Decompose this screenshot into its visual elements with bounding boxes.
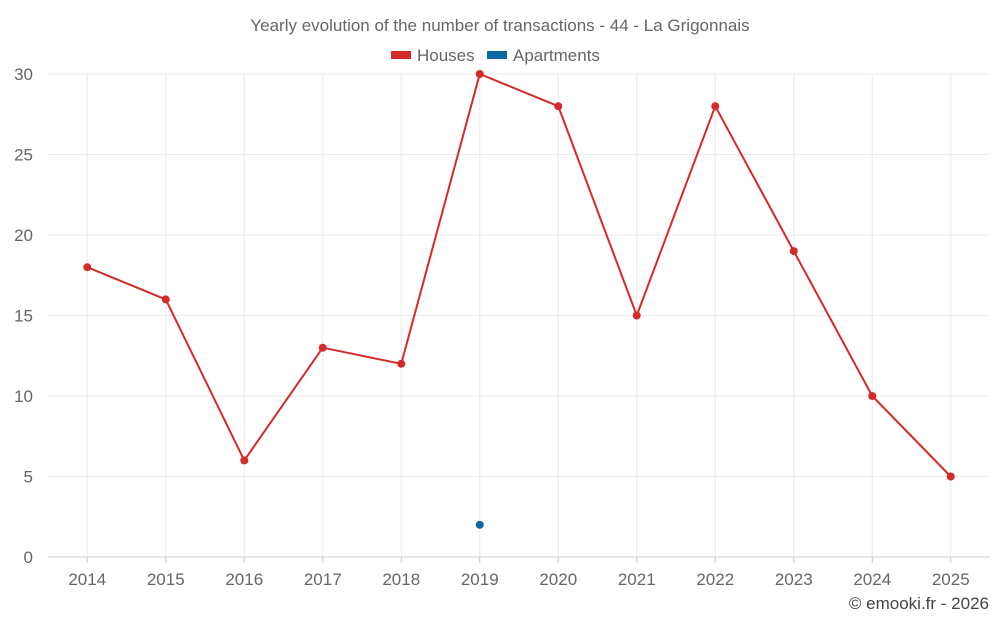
x-tick-label: 2018 (382, 570, 420, 589)
data-point-houses-2014[interactable]: Houses 2014: 18 (83, 263, 92, 272)
data-point-houses-2016[interactable]: Houses 2016: 6 (240, 456, 249, 465)
x-tick-label: 2017 (304, 570, 342, 589)
series-houses: Houses 2014: 18 Houses 2015: 16 Houses 201… (83, 70, 955, 481)
data-point-houses-2020[interactable]: Houses 2020: 28 (554, 102, 563, 111)
x-tick-label: 2024 (853, 570, 891, 589)
data-point-houses-2022[interactable]: Houses 2022: 28 (711, 102, 720, 111)
x-tick-label: 2015 (147, 570, 185, 589)
data-point-apartments-2019[interactable]: Apartments 2019: 2 (475, 520, 484, 529)
legend-label-houses: Houses (417, 46, 475, 65)
y-tick-label: 30 (14, 65, 33, 84)
x-tick-label: 2023 (775, 570, 813, 589)
data-point-houses-2024[interactable]: Houses 2024: 10 (868, 392, 877, 400)
x-tick-label: 2022 (696, 570, 734, 589)
y-tick-label: 20 (14, 226, 33, 245)
x-tick-label: 2014 (68, 570, 106, 589)
data-point-houses-2019[interactable]: Houses 2019: 30 (475, 70, 484, 78)
legend: Houses Apartments (391, 46, 600, 65)
legend-swatch-houses (391, 51, 411, 59)
data-point-houses-2015[interactable]: Houses 2015: 16 (161, 295, 170, 304)
y-tick-label: 0 (24, 548, 33, 567)
series-line-houses (86, 73, 952, 478)
x-tick-label: 2019 (461, 570, 499, 589)
data-point-houses-2023[interactable]: Houses 2023: 19 (789, 247, 798, 256)
x-tick-label: 2021 (618, 570, 656, 589)
series-apartments: Apartments 2019: 2 (475, 520, 484, 529)
x-tick-label: 2020 (539, 570, 577, 589)
gridlines (48, 73, 990, 557)
credit-text: © emooki.fr - 2026 (849, 594, 989, 613)
legend-item-houses[interactable]: Houses (391, 46, 475, 65)
legend-swatch-apartments (487, 51, 507, 59)
data-point-houses-2018[interactable]: Houses 2018: 12 (397, 359, 406, 368)
x-tick-label: 2016 (225, 570, 263, 589)
legend-label-apartments: Apartments (513, 46, 600, 65)
y-tick-label: 10 (14, 387, 33, 406)
data-point-houses-2025[interactable]: Houses 2025: 5 (946, 472, 955, 481)
series: Houses 2014: 18 Houses 2015: 16 Houses 201… (83, 70, 955, 529)
chart-title: Yearly evolution of the number of transa… (250, 16, 749, 35)
y-tick-label: 15 (14, 307, 33, 326)
y-tick-label: 5 (24, 468, 33, 487)
legend-item-apartments[interactable]: Apartments (487, 46, 600, 65)
data-point-houses-2021[interactable]: Houses 2021: 15 (632, 311, 641, 320)
x-tick-label: 2025 (932, 570, 970, 589)
data-point-houses-2017[interactable]: Houses 2017: 13 (318, 343, 327, 352)
y-tick-label: 25 (14, 146, 33, 165)
